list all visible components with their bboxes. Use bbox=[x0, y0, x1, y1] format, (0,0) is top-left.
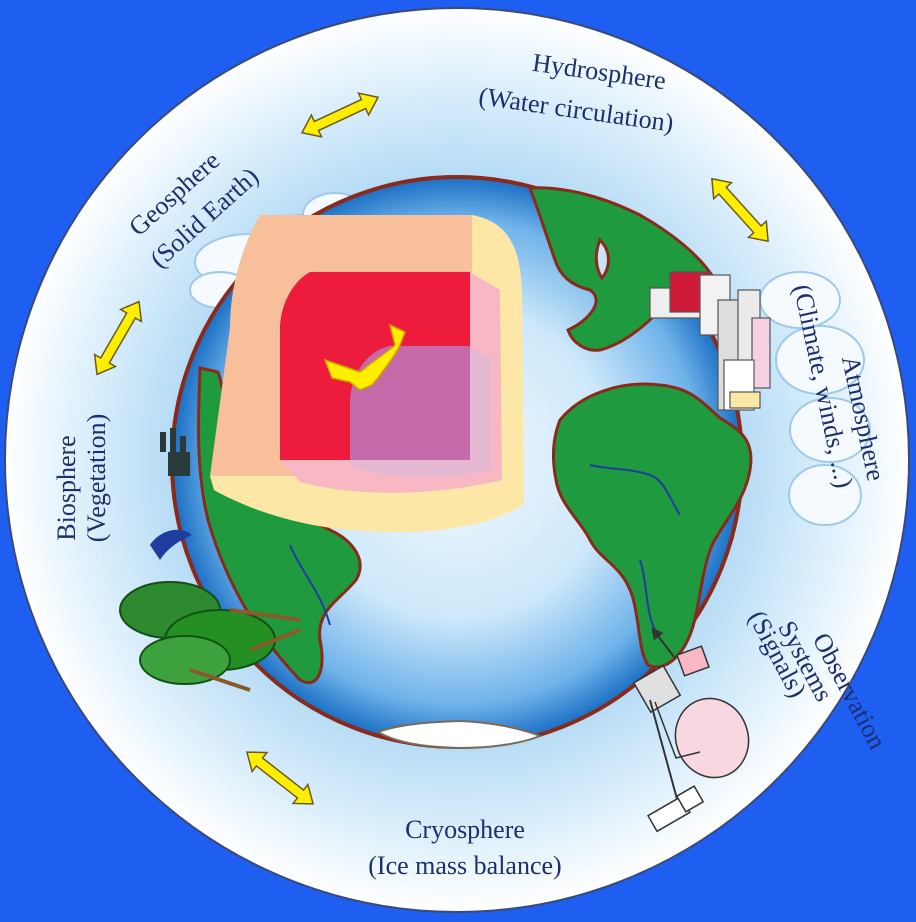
cloud-atmosphere bbox=[759, 271, 871, 526]
city-skyline-icon bbox=[649, 271, 771, 411]
convection-arrow-icon bbox=[323, 323, 406, 391]
arrow-geo-hydro-icon bbox=[300, 92, 380, 138]
cryosphere-title: Cryosphere bbox=[405, 815, 525, 844]
continent-africa bbox=[551, 382, 753, 669]
inner-core-bottom bbox=[350, 460, 490, 478]
biosphere-title: Biosphere bbox=[52, 435, 81, 540]
inner-core-side bbox=[470, 346, 490, 470]
biosphere-subtitle: (Vegetation) bbox=[82, 414, 111, 543]
cryosphere-subtitle: (Ice mass balance) bbox=[368, 851, 561, 880]
signal-arrow bbox=[651, 627, 676, 659]
earth-interior-cutaway bbox=[210, 215, 524, 533]
label-biosphere: Biosphere (Vegetation) bbox=[52, 414, 111, 543]
continent-eurasia bbox=[527, 186, 717, 352]
palm-trees-icon bbox=[119, 581, 301, 692]
rivers bbox=[289, 464, 681, 631]
inner-core bbox=[350, 346, 470, 460]
ice-antarctica bbox=[375, 719, 543, 750]
arrow-bio-cryo-icon bbox=[245, 751, 315, 805]
crust-side-bottom bbox=[210, 476, 524, 533]
satellite-dish-icon bbox=[632, 645, 750, 833]
label-cryosphere: Cryosphere (Ice mass balance) bbox=[368, 815, 561, 880]
grass-plants-icon bbox=[160, 428, 190, 476]
arrow-bio-geo-icon bbox=[93, 300, 143, 376]
dolphin-icon bbox=[150, 529, 192, 560]
arrow-hydro-atmo-icon bbox=[711, 177, 769, 243]
